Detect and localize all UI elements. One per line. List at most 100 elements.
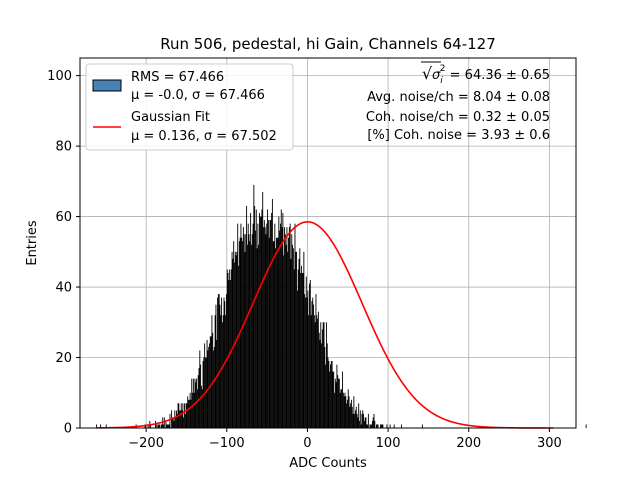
histogram-bar: [196, 389, 198, 428]
histogram-bar: [270, 220, 272, 428]
histogram-bar: [203, 357, 205, 428]
histogram-bar: [369, 424, 371, 428]
histogram-bar: [223, 297, 225, 428]
histogram-bar: [338, 378, 340, 428]
histogram-bar: [382, 424, 384, 428]
histogram-bar: [221, 297, 223, 428]
histogram-bar: [201, 389, 203, 428]
histogram-bar: [243, 234, 245, 428]
histogram-bar: [361, 413, 363, 428]
histogram-bar: [305, 297, 306, 428]
histogram-bar: [327, 357, 329, 428]
histogram-bar: [298, 258, 300, 428]
histogram-bar: [285, 244, 287, 428]
histogram-bar: [301, 272, 303, 428]
histogram-bar: [172, 417, 174, 428]
histogram-bar: [173, 420, 175, 428]
annotation-sigma-sup: 2: [440, 64, 446, 74]
x-tick-label: −200: [128, 436, 164, 451]
histogram-bar: [280, 209, 282, 428]
histogram-bar: [147, 424, 149, 428]
histogram-bar: [315, 294, 317, 428]
histogram-bar: [321, 329, 323, 428]
histogram-bar: [303, 251, 305, 428]
histogram-bar: [249, 241, 251, 428]
histogram-bar: [307, 290, 309, 428]
annotation-sigma-symbol: σ: [432, 68, 441, 83]
histogram-bar: [339, 392, 341, 428]
histogram-bar: [386, 424, 388, 428]
histogram-bar: [294, 223, 296, 428]
histogram-bar: [366, 424, 368, 428]
grid-lines: [80, 58, 576, 429]
histogram-bar: [157, 424, 159, 428]
histogram-bar: [374, 420, 376, 428]
histogram-bar: [292, 244, 294, 428]
histogram-bar: [259, 213, 260, 428]
histogram-bar: [165, 420, 167, 428]
histogram-bar: [275, 248, 277, 428]
histogram-bar: [199, 350, 201, 428]
histogram-bar: [324, 346, 326, 428]
histogram-bar: [281, 227, 283, 428]
histogram-bar: [250, 213, 252, 428]
histogram-bar: [225, 315, 227, 428]
y-tick-label: 20: [55, 351, 72, 366]
x-axis-label: ADC Counts: [289, 456, 367, 471]
legend-fit-label-line1: Gaussian Fit: [131, 110, 210, 125]
histogram-bar: [371, 424, 373, 428]
histogram-bar: [180, 403, 182, 428]
histogram-bar: [161, 424, 163, 428]
histogram-bar: [358, 403, 360, 428]
histogram-bar: [332, 371, 334, 428]
histogram-bar: [352, 413, 354, 428]
histogram-bar: [209, 343, 210, 428]
histogram-bar: [211, 315, 213, 428]
x-tick-label: 200: [456, 436, 481, 451]
histogram-bar: [227, 272, 229, 428]
histogram-bar: [290, 258, 292, 428]
histogram-bar: [256, 248, 258, 428]
histogram-bar: [341, 389, 343, 428]
histogram-bar: [318, 332, 320, 428]
histogram-bar: [349, 406, 351, 428]
histogram-bar: [299, 248, 301, 428]
histogram-bar: [373, 413, 375, 428]
histogram-bar: [237, 223, 239, 428]
histogram-bar: [247, 223, 249, 428]
histogram-bar: [310, 315, 312, 428]
legend-histogram-label-line2: μ = -0.0, σ = 67.466: [131, 88, 265, 103]
histogram-bar: [259, 216, 261, 428]
histogram-bar: [168, 424, 170, 428]
histogram-bar: [275, 237, 277, 428]
histogram-bar: [305, 276, 307, 428]
histogram-bar: [244, 251, 246, 428]
histogram-bar: [159, 424, 160, 428]
histogram-bar: [218, 294, 220, 428]
histogram-bar: [302, 272, 304, 428]
histogram-bar: [274, 223, 276, 428]
annotation-avg-noise: Avg. noise/ch = 8.04 ± 0.08: [367, 90, 550, 105]
histogram-bar: [238, 265, 239, 428]
histogram-bar: [188, 399, 190, 428]
histogram-bar: [191, 378, 193, 428]
annotation-sigma-sqrt: √: [422, 64, 433, 83]
histogram-bar: [321, 343, 323, 428]
y-tick-label: 80: [55, 140, 72, 155]
histogram-bar: [376, 424, 378, 428]
histogram-bar: [163, 417, 165, 428]
histogram-bar: [313, 304, 314, 428]
histogram-bar: [316, 315, 318, 428]
histogram-bar: [325, 364, 327, 428]
gaussian-fit-curve: [96, 221, 554, 429]
histogram-bar: [105, 424, 107, 428]
histogram-bar: [242, 241, 244, 428]
annotation-sigma-value: = 64.36 ± 0.65: [446, 68, 550, 83]
histogram-bar: [217, 297, 219, 428]
histogram-bar: [251, 234, 253, 428]
histogram-bar: [250, 244, 252, 428]
histogram-bar: [389, 424, 391, 428]
histogram-bar: [300, 272, 302, 428]
histogram-bar: [260, 216, 262, 428]
